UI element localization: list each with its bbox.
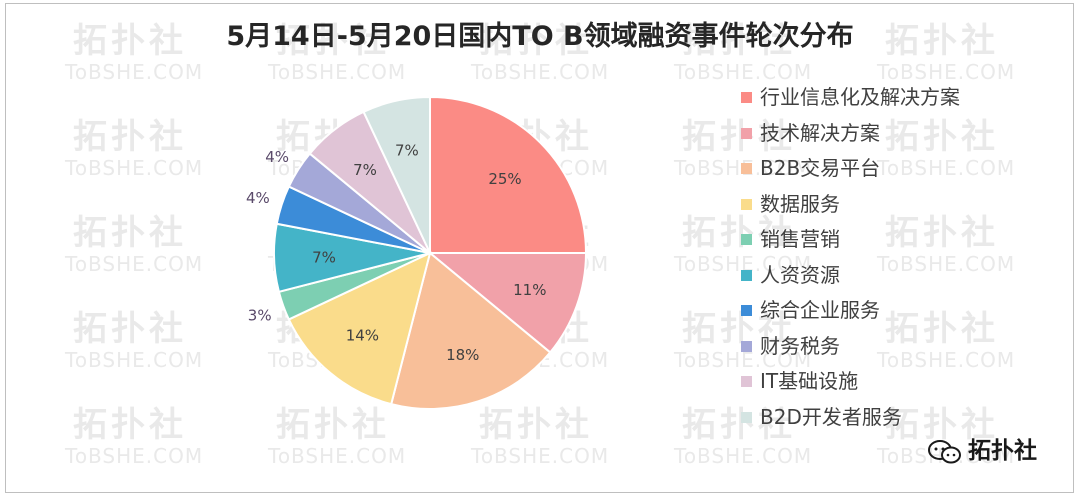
legend-item: IT基础设施 xyxy=(741,364,1041,400)
legend-swatch xyxy=(741,340,752,352)
legend-label: 财务税务 xyxy=(760,333,840,358)
pie-slice xyxy=(389,251,552,410)
legend-label: 人资资源 xyxy=(760,262,840,287)
legend-item: 销售营销 xyxy=(741,222,1041,258)
legend-item: 行业信息化及解决方案 xyxy=(741,80,1041,116)
legend-swatch xyxy=(741,234,752,245)
legend-swatch xyxy=(741,163,752,174)
pie-slice-label: 3% xyxy=(248,306,272,324)
chart-title: 5月14日-5月20日国内TO B领域融资事件轮次分布 xyxy=(226,21,854,52)
legend-swatch xyxy=(741,127,752,139)
legend-label: 销售营销 xyxy=(760,227,840,251)
chart-legend: 行业信息化及解决方案 技术解决方案 B2B交易平台 数据服务销售营销人资资源综合企业服… xyxy=(741,80,1041,435)
legend-item: 技术解决方案 xyxy=(741,116,1041,152)
pie-slice-label: 7% xyxy=(353,161,377,179)
legend-item: 综合企业服务 xyxy=(741,293,1041,329)
pie-slice-label: 7% xyxy=(312,248,336,266)
pie-slice xyxy=(427,252,588,354)
pie-slice xyxy=(362,95,431,254)
legend-item: B2B交易平台 xyxy=(741,151,1041,187)
pie-slice-label: 18% xyxy=(446,346,479,364)
pie-slice xyxy=(287,251,432,406)
legend-swatch xyxy=(741,376,752,387)
legend-item: B2D开发者服务 xyxy=(741,400,1041,436)
wechat-bubble-icon xyxy=(928,440,961,464)
pie-slice-label: 4% xyxy=(246,189,270,207)
legend-label: 综合企业服务 xyxy=(760,298,880,322)
legend-label: B2B交易平台 xyxy=(760,156,881,180)
pie-slice-label: 14% xyxy=(346,327,379,345)
legend-swatch xyxy=(741,269,752,281)
legend-item: 数据服务 xyxy=(741,187,1041,223)
legend-swatch xyxy=(741,411,752,423)
legend-label: 数据服务 xyxy=(760,191,840,216)
legend-label: 技术解决方案 xyxy=(760,120,880,145)
legend-label: B2D开发者服务 xyxy=(760,404,902,429)
brand-name: 拓扑社 xyxy=(968,438,1037,464)
legend-swatch xyxy=(741,198,752,210)
pie-slice-label: 4% xyxy=(265,148,289,166)
legend-item: 财务税务 xyxy=(741,329,1041,365)
legend-label: IT基础设施 xyxy=(760,369,859,393)
pie-slice xyxy=(429,95,588,254)
legend-swatch xyxy=(741,92,752,103)
legend-swatch xyxy=(741,305,752,316)
legend-item: 人资资源 xyxy=(741,258,1041,294)
legend-label: 行业信息化及解决方案 xyxy=(760,85,960,109)
pie-slice-label: 25% xyxy=(488,170,521,188)
pie-slice-label: 7% xyxy=(395,141,419,159)
pie-slice-label: 11% xyxy=(513,281,546,299)
